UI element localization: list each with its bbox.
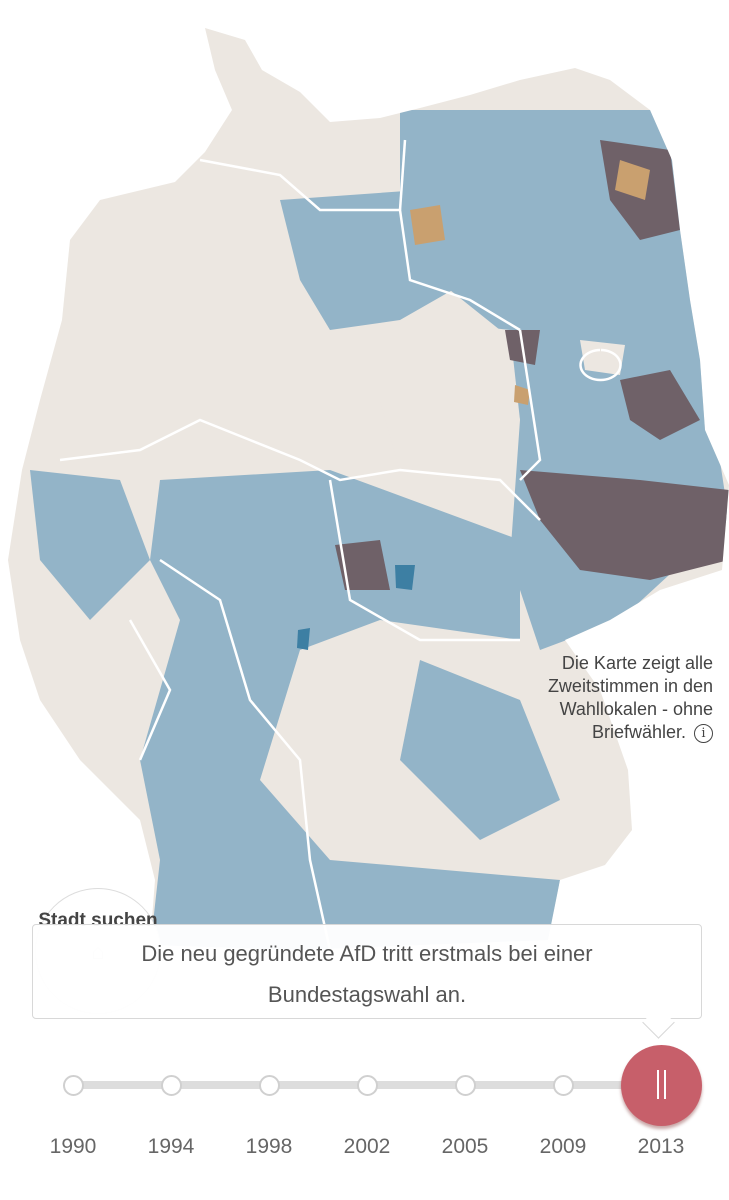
timeline-stop-2002[interactable] bbox=[357, 1075, 378, 1096]
region-low-share bbox=[30, 470, 150, 620]
event-tooltip: Die neu gegründete AfD tritt erstmals be… bbox=[32, 924, 702, 1019]
year-label[interactable]: 1998 bbox=[245, 1135, 293, 1158]
region-no-data bbox=[380, 320, 520, 480]
map-note: Die Karte zeigt alle Zweitstimmen in den… bbox=[493, 652, 713, 744]
year-label[interactable]: 2009 bbox=[539, 1135, 587, 1158]
region-orange bbox=[514, 385, 530, 405]
region-orange bbox=[615, 160, 650, 200]
state-borders bbox=[59, 139, 622, 950]
timeline-stop-2005[interactable] bbox=[455, 1075, 476, 1096]
year-label[interactable]: 2013 bbox=[637, 1135, 685, 1158]
timeline-stop-1990[interactable] bbox=[63, 1075, 84, 1096]
timeline-stop-1998[interactable] bbox=[259, 1075, 280, 1096]
region-no-data bbox=[580, 340, 625, 375]
year-label[interactable]: 2005 bbox=[441, 1135, 489, 1158]
timeline-thumb-pause-icon[interactable] bbox=[621, 1045, 702, 1126]
year-label[interactable]: 1994 bbox=[147, 1135, 195, 1158]
region-mid-share bbox=[297, 628, 310, 650]
timeline-stop-2009[interactable] bbox=[553, 1075, 574, 1096]
year-label[interactable]: 2002 bbox=[343, 1135, 391, 1158]
region-high-share bbox=[520, 470, 729, 580]
tooltip-text: Die neu gegründete AfD tritt erstmals be… bbox=[141, 941, 593, 1007]
region-low-share bbox=[140, 470, 560, 950]
region-mid-share bbox=[395, 565, 415, 590]
year-label[interactable]: 1990 bbox=[49, 1135, 97, 1158]
germany-election-map[interactable] bbox=[0, 0, 729, 960]
info-icon[interactable]: i bbox=[694, 724, 713, 743]
region-orange bbox=[410, 205, 445, 245]
region-low-share bbox=[400, 660, 560, 840]
afd-share-regions bbox=[30, 110, 729, 950]
region-high-share bbox=[335, 540, 390, 590]
timeline-stop-1994[interactable] bbox=[161, 1075, 182, 1096]
region-high-share bbox=[620, 370, 700, 440]
map-note-text: Die Karte zeigt alle Zweitstimmen in den… bbox=[547, 653, 713, 742]
